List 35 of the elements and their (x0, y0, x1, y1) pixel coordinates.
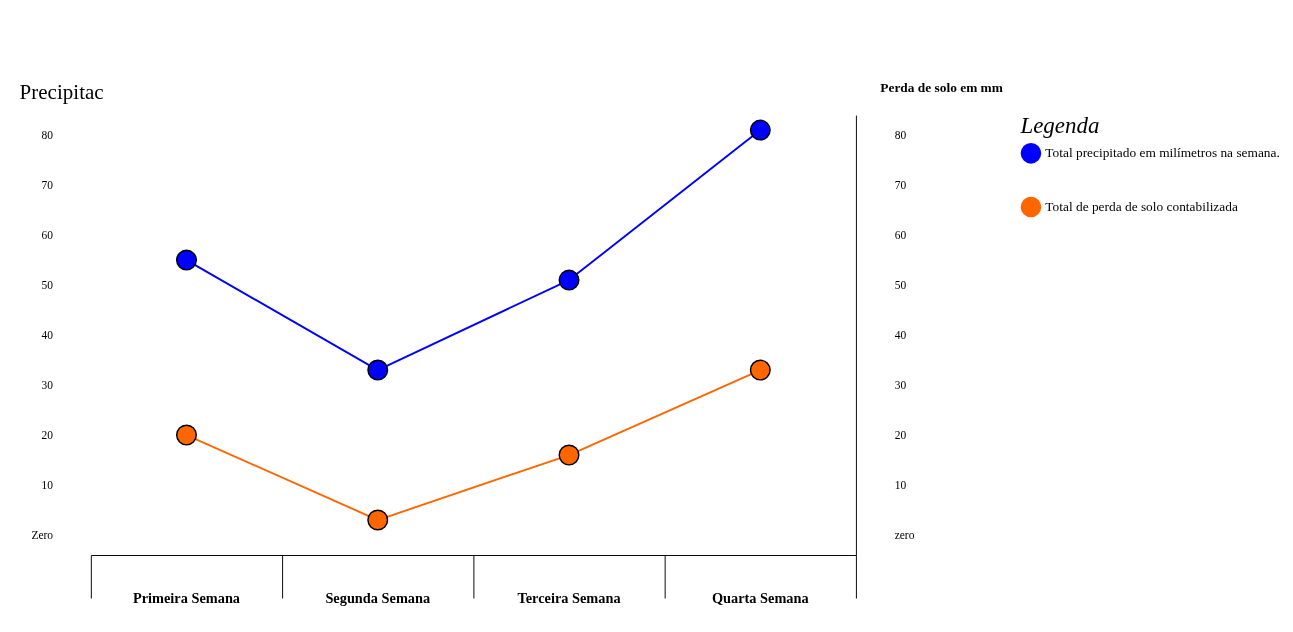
y-tick-label: 20 (41, 429, 54, 442)
x-tick-label: Terceira Semana (517, 589, 621, 606)
x-tick-label: Primeira Semana (132, 589, 241, 606)
y-tick-label: 70 (41, 179, 54, 192)
y-tick-label: 40 (41, 329, 54, 342)
legend-label: Total precipitado em milímetros na semana. (1045, 145, 1280, 161)
y2-tick-label: 80 (894, 129, 907, 142)
y2-tick-label: 10 (894, 479, 907, 492)
point (749, 119, 771, 141)
legend-title: Legenda (1019, 113, 1100, 139)
y2-tick-label: 70 (894, 179, 907, 192)
y-axis-title: Precipitac (19, 80, 104, 105)
legend-label: Total de perda de solo contabilizada (1045, 198, 1238, 214)
y2-tick-label: 60 (894, 229, 907, 242)
point (175, 249, 198, 271)
point (367, 359, 389, 381)
y2-tick-label: zero (894, 529, 915, 542)
y2-tick-label: 50 (894, 279, 907, 292)
point (175, 424, 198, 446)
x-tick-label: Quarta Semana (711, 589, 809, 606)
y2-tick-label: 30 (894, 379, 907, 392)
point (367, 509, 389, 531)
y-tick-label: 60 (41, 229, 54, 242)
y2-axis-title: Perda de solo em mm (880, 79, 1003, 95)
point (558, 269, 580, 291)
x-tick-label: Segunda Semana (325, 589, 431, 606)
point (558, 444, 580, 466)
y2-tick-label: 40 (894, 329, 907, 342)
y-tick-label: Zero (31, 529, 54, 542)
y-tick-label: 10 (41, 479, 54, 492)
point (749, 359, 771, 381)
y-tick-label: 50 (41, 279, 54, 292)
y2-tick-label: 20 (894, 429, 907, 442)
y-tick-label: 80 (41, 129, 54, 142)
y-tick-label: 30 (41, 379, 54, 392)
